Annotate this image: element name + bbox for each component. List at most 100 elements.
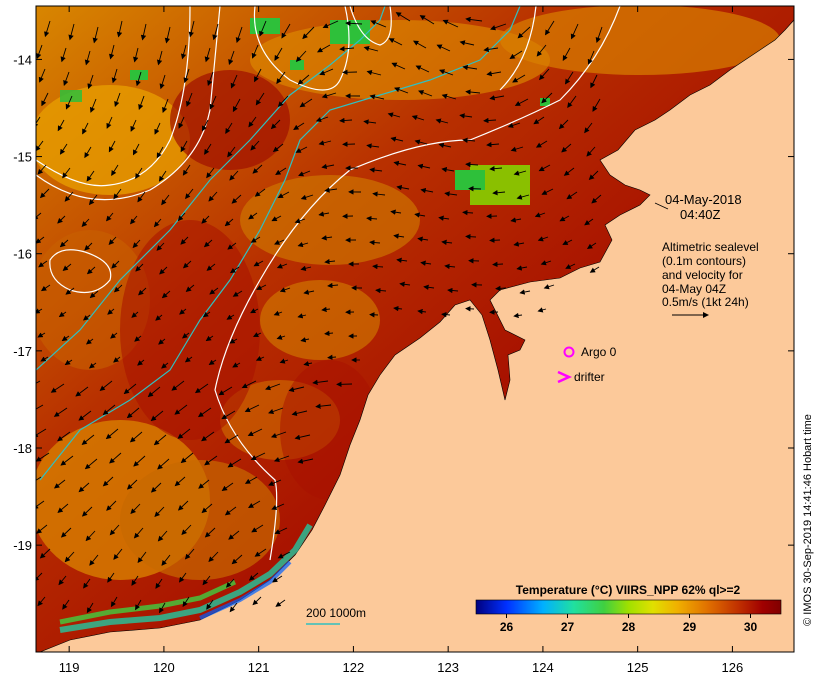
velocity-arrow — [293, 122, 305, 130]
velocity-arrow — [486, 141, 500, 148]
velocity-arrow — [248, 212, 258, 220]
velocity-arrow — [86, 266, 96, 275]
velocity-arrow — [312, 379, 329, 386]
velocity-arrow — [414, 212, 426, 218]
velocity-arrow — [135, 167, 143, 179]
velocity-arrow — [209, 95, 217, 110]
velocity-arrow — [536, 44, 547, 57]
velocity-arrow — [369, 312, 379, 318]
velocity-arrow — [158, 338, 166, 345]
velocity-arrow — [545, 20, 555, 36]
velocity-arrow — [36, 476, 42, 481]
velocity-arrow — [255, 355, 265, 361]
velocity-arrow — [137, 359, 145, 366]
velocity-arrow — [295, 50, 307, 62]
velocity-arrow — [322, 20, 339, 29]
velocity-arrow — [106, 500, 117, 511]
velocity-arrow — [345, 20, 363, 27]
velocity-arrow — [516, 265, 528, 271]
velocity-arrow — [231, 554, 243, 565]
velocity-arrow — [318, 211, 330, 217]
velocity-arrow — [116, 20, 123, 38]
velocity-arrow — [279, 358, 289, 364]
velocity-arrow — [366, 70, 382, 76]
velocity-arrow — [229, 602, 238, 613]
velocity-arrow — [254, 548, 267, 557]
velocity-arrow — [229, 170, 239, 181]
velocity-arrow — [509, 50, 523, 59]
velocity-arrow — [394, 87, 409, 94]
velocity-arrow — [492, 190, 506, 196]
velocity-arrow — [366, 215, 378, 222]
velocity-arrow — [465, 16, 483, 23]
velocity-arrow — [248, 116, 257, 128]
velocity-arrow — [108, 140, 116, 153]
velocity-arrow — [218, 386, 233, 396]
sst-cool-patches — [60, 18, 550, 205]
velocity-arrow — [36, 236, 45, 244]
velocity-arrow — [229, 338, 238, 344]
velocity-arrow — [60, 527, 72, 538]
velocity-arrow — [388, 38, 403, 46]
velocity-arrow — [184, 356, 193, 363]
y-tick-label: -18 — [13, 441, 32, 456]
velocity-arrow — [268, 479, 282, 486]
velocity-arrow — [252, 332, 262, 337]
velocity-arrow — [185, 284, 195, 292]
velocity-arrow — [420, 260, 432, 266]
velocity-arrow — [182, 596, 190, 608]
velocity-arrow — [154, 122, 161, 135]
argo-label: Argo 0 — [581, 345, 617, 359]
velocity-arrow — [182, 164, 191, 176]
velocity-arrow — [363, 119, 377, 125]
y-tick-label: -19 — [13, 538, 32, 553]
velocity-arrow — [303, 289, 315, 295]
velocity-arrow — [297, 313, 307, 319]
velocity-arrow — [375, 287, 387, 294]
x-axis: 119 120 121 122 123 124 125 126 — [59, 6, 743, 675]
velocity-arrow — [447, 287, 459, 294]
velocity-arrow — [592, 98, 601, 112]
velocity-arrow — [517, 26, 531, 39]
velocity-arrow — [565, 71, 574, 85]
velocity-arrow — [135, 71, 142, 87]
velocity-arrow — [459, 40, 475, 46]
velocity-arrow — [133, 527, 144, 539]
velocity-arrow — [105, 428, 119, 440]
velocity-arrow — [537, 307, 547, 313]
velocity-arrow — [276, 334, 286, 340]
velocity-arrow — [64, 359, 73, 366]
plot-frame — [35, 5, 795, 653]
velocity-arrow — [58, 311, 67, 318]
velocity-arrow — [565, 263, 576, 269]
velocity-arrow — [462, 137, 476, 143]
velocity-arrow — [40, 284, 51, 292]
velocity-arrow — [244, 476, 258, 484]
velocity-arrow — [492, 261, 504, 268]
isobath-1000 — [36, 6, 386, 371]
velocity-arrow — [208, 551, 219, 563]
velocity-arrow — [277, 551, 291, 559]
velocity-arrow — [227, 242, 237, 250]
velocity-arrow — [184, 548, 195, 560]
velocity-arrow — [538, 68, 550, 81]
velocity-arrow — [113, 284, 123, 293]
velocity-arrow — [89, 98, 97, 113]
altimetry-line-2: (0.1m contours) — [662, 254, 746, 268]
velocity-arrow — [177, 500, 189, 511]
velocity-arrow — [102, 404, 116, 416]
altimetry-line-3: and velocity for — [662, 268, 743, 282]
velocity-arrow — [300, 265, 312, 271]
velocity-arrow — [203, 239, 213, 248]
velocity-arrow — [126, 479, 138, 490]
colorbar-tick-label: 29 — [683, 620, 697, 634]
velocity-arrow — [39, 548, 51, 559]
velocity-arrow — [588, 170, 599, 181]
velocity-arrow — [584, 218, 594, 226]
velocity-arrow — [439, 69, 454, 76]
velocity-arrow — [513, 241, 525, 247]
velocity-arrow — [57, 215, 66, 224]
velocity-arrow — [161, 362, 169, 369]
velocity-arrow — [268, 407, 284, 415]
velocity-arrow — [273, 310, 283, 316]
